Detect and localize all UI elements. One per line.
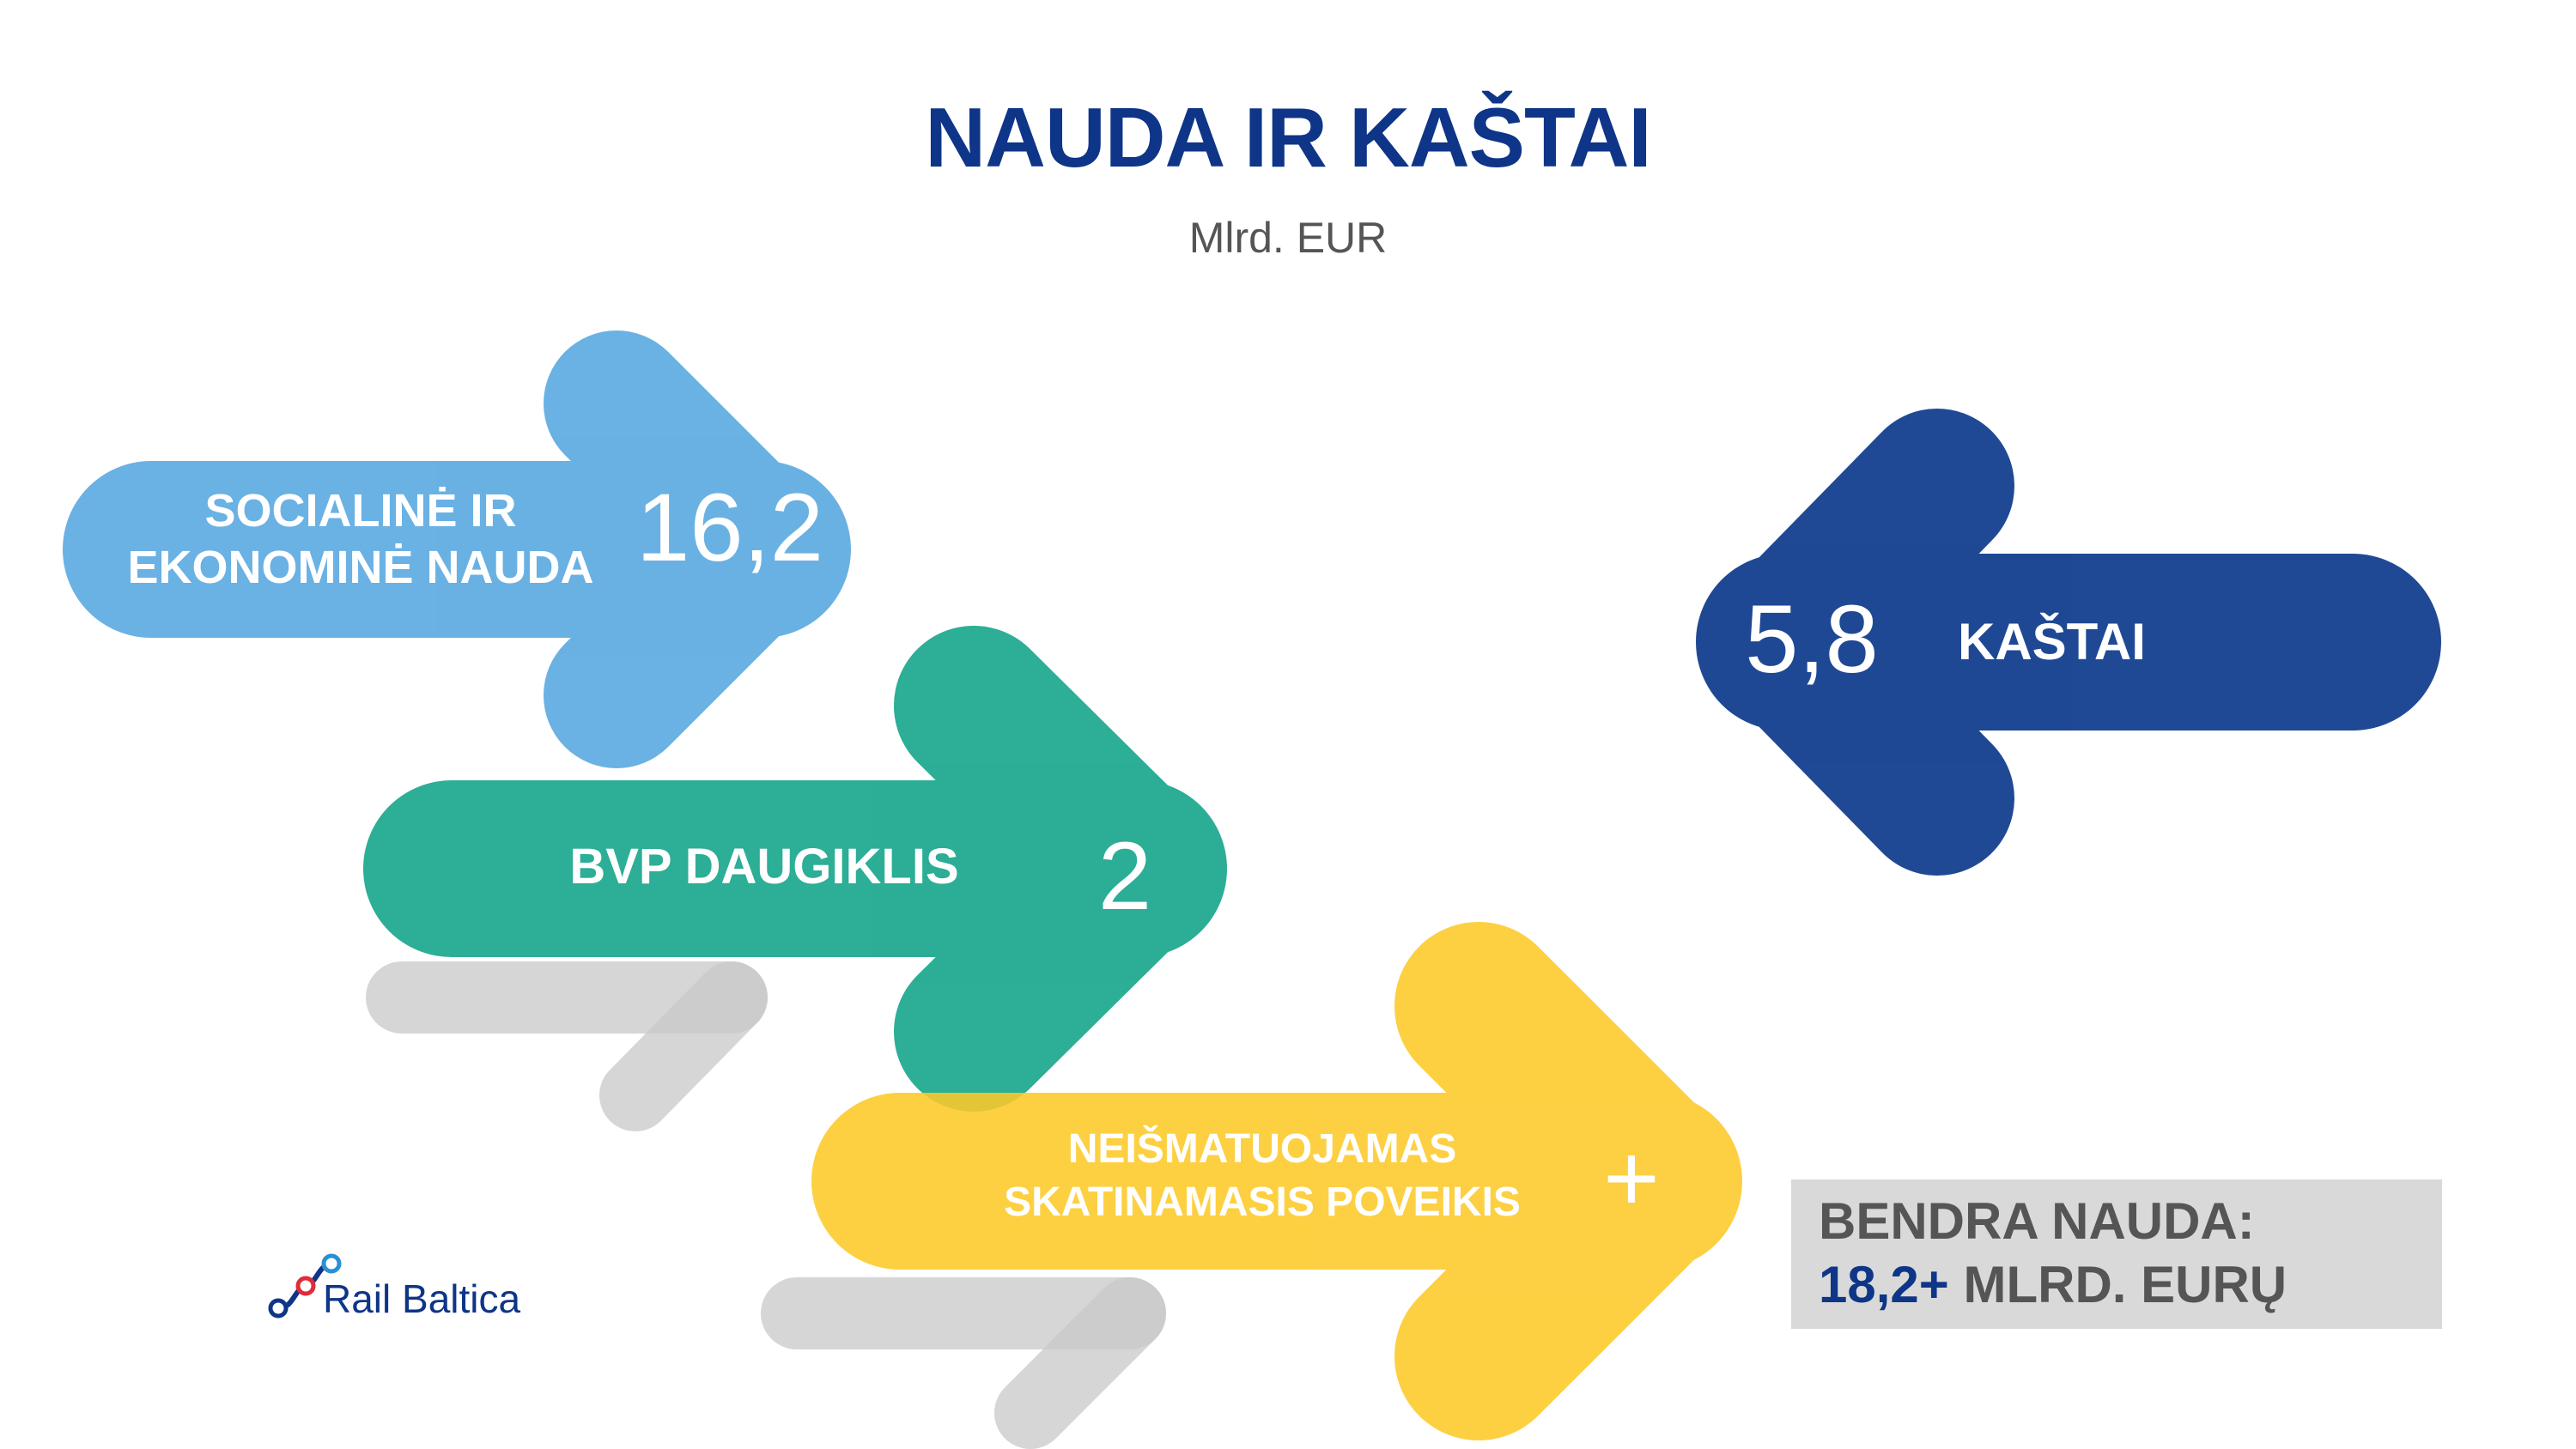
total-benefit-unit: MLRD. EURŲ (1963, 1256, 2287, 1313)
total-benefit-heading: BENDRA NAUDA: (1819, 1192, 2255, 1250)
cost-label: KAŠTAI (1958, 613, 2146, 670)
stimulus-effect-value: + (1603, 1125, 1660, 1232)
gdp-multiplier-value: 2 (1097, 822, 1152, 930)
stimulus-effect-label-line1: NEIŠMATUOJAMAS (1067, 1126, 1457, 1172)
total-benefit-box: BENDRA NAUDA: 18,2+ MLRD. EURŲ (1791, 1179, 2442, 1329)
social-benefit-label-line2: EKONOMINĖ NAUDA (127, 542, 594, 593)
total-benefit-amount: 18,2+ (1819, 1256, 1949, 1313)
ghost-arrow-1 (366, 961, 768, 1131)
page-subtitle: Mlrd. EUR (1188, 214, 1388, 262)
total-benefit-amount-line: 18,2+ MLRD. EURŲ (1819, 1255, 2287, 1314)
stimulus-effect-label-line2: SKATINAMASIS POVEIKIS (1004, 1179, 1521, 1225)
social-benefit-label: SOCIALINĖ IR EKONOMINĖ NAUDA (86, 482, 635, 596)
cost-value: 5,8 (1745, 585, 1879, 693)
social-benefit-arrow (63, 330, 851, 768)
social-benefit-label-line1: SOCIALINĖ IR (204, 485, 517, 537)
gdp-multiplier-label: BVP DAUGIKLIS (569, 839, 959, 894)
stimulus-effect-arrow (811, 922, 1742, 1440)
cost-arrow (1696, 409, 2441, 876)
rail-baltica-logo-icon (268, 1253, 342, 1319)
gdp-multiplier-arrow (363, 626, 1227, 1112)
stimulus-effect-label: NEIŠMATUOJAMAS SKATINAMASIS POVEIKIS (970, 1123, 1554, 1229)
page-title: NAUDA IR KAŠTAI (925, 90, 1651, 185)
social-benefit-value: 16,2 (636, 474, 823, 581)
ghost-arrow-2 (761, 1277, 1166, 1449)
rail-baltica-logo-text: Rail Baltica (323, 1276, 521, 1321)
